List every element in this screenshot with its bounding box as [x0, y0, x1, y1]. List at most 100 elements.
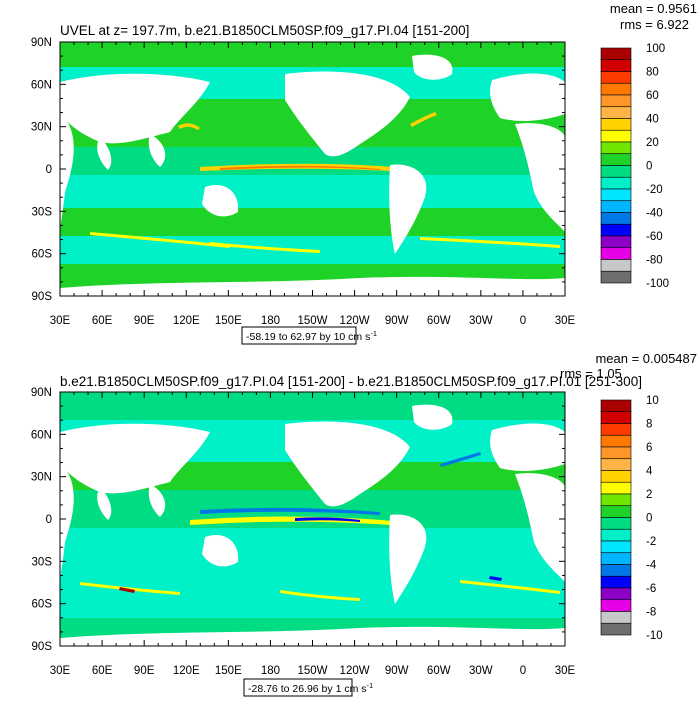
- x-tick-label: 60W: [427, 665, 451, 677]
- colorbar-box: [600, 153, 632, 166]
- x-tick-label: 150W: [297, 315, 327, 327]
- acc-jet-1: [90, 232, 230, 248]
- colorbar-box: [600, 129, 632, 143]
- colorbar-label: 100: [646, 43, 665, 55]
- colorbar-box: [600, 434, 632, 448]
- panel-1-title: UVEL at z= 197.7m, b.e21.B1850CLM50SP.f0…: [60, 23, 469, 38]
- x-tick-label: 30W: [469, 665, 493, 677]
- colorbar-label: -8: [646, 607, 656, 619]
- kuroshio: [178, 123, 200, 130]
- colorbar-label: -40: [646, 208, 663, 220]
- panel-1-range-exponent: -1: [370, 329, 377, 338]
- colorbar-label: 20: [646, 137, 659, 149]
- x-tick-label: 120E: [173, 315, 200, 327]
- colorbar-box: [600, 270, 632, 284]
- panel-2-range-box: -28.76 to 26.96 by 1 cm s-1: [243, 678, 373, 697]
- diff-acc-band: [60, 588, 565, 618]
- y-tick-label: 60S: [32, 249, 53, 261]
- colorbar-label: 40: [646, 114, 659, 126]
- panel-1-y-ticks: 90N 60N 30N 0 30S 60S 90S: [31, 37, 565, 303]
- land-africa-east: [515, 123, 565, 232]
- colorbar-box: [600, 399, 632, 413]
- diff-land-south-america: [389, 514, 427, 604]
- x-tick-label: 90E: [134, 315, 155, 327]
- trade-band: [60, 175, 565, 208]
- panel-2-range-frame: [243, 678, 353, 697]
- colorbar-box: [600, 493, 632, 507]
- colorbar-box: [600, 235, 632, 249]
- panel-1-mean: mean = 0.9561: [610, 1, 697, 16]
- colorbar-box: [600, 470, 632, 483]
- colorbar-box: [600, 517, 632, 530]
- y-tick-label: 90S: [32, 641, 53, 653]
- diff-trade-band: [60, 528, 565, 588]
- panel-1-range-label: -58.19 to 62.97 by 10 cm s-1: [246, 329, 377, 343]
- land-south-america: [389, 164, 427, 254]
- colorbar-box: [600, 47, 632, 61]
- colorbar-label: 0: [646, 161, 652, 173]
- colorbar-box: [600, 446, 632, 460]
- acc-jet-3: [420, 237, 560, 248]
- diff-equator-core: [295, 517, 360, 522]
- x-tick-label: 30E: [50, 665, 71, 677]
- colorbar-box: [600, 528, 632, 542]
- panel-1-range-text: -58.19 to 62.97 by 10 cm s: [246, 331, 370, 343]
- x-tick-label: 30E: [555, 315, 576, 327]
- panel-2-range-exponent: -1: [366, 681, 373, 690]
- colorbar-box: [600, 176, 632, 190]
- panel-2-range-label: -28.76 to 26.96 by 1 cm s-1: [248, 681, 373, 695]
- y-tick-label: 0: [46, 164, 52, 176]
- colorbar-box: [600, 552, 632, 565]
- y-tick-label: 0: [46, 514, 52, 526]
- x-tick-label: 0: [520, 315, 526, 327]
- land-eurasia: [60, 73, 210, 144]
- diff-land-seasia: [148, 484, 166, 517]
- land-australia: [202, 184, 239, 217]
- colorbar-label: 10: [646, 395, 659, 407]
- panel-2-x-ticks: 30E 60E 90E 120E 150E 180 150W 120W 90W 60W 30W 0 30…: [50, 392, 576, 677]
- land-africa: [60, 112, 74, 232]
- colorbar-label: -100: [646, 278, 669, 290]
- colorbar-box: [600, 141, 632, 155]
- diff-acc-2: [280, 590, 360, 601]
- colorbar-box: [600, 71, 632, 84]
- panel-2: b.e21.B1850CLM50SP.f09_g17.PI.04 [151-20…: [31, 351, 697, 697]
- colorbar-box: [600, 611, 632, 624]
- panel-2-range-text: -28.76 to 26.96 by 1 cm s: [248, 683, 366, 695]
- panel-2-rms: rms = 1.05: [560, 366, 622, 381]
- x-tick-label: 150W: [297, 665, 327, 677]
- subtropic-band: [60, 147, 565, 165]
- y-tick-label: 30S: [32, 206, 53, 218]
- x-tick-label: 120W: [340, 665, 370, 677]
- diff-gulf-stream: [440, 452, 481, 467]
- colorbar-box: [600, 223, 632, 237]
- panel-1-range-box: -58.19 to 62.97 by 10 cm s-1: [241, 326, 377, 345]
- y-tick-label: 60N: [31, 79, 52, 91]
- diff-land-greenland: [412, 404, 453, 430]
- diff-land-north-america: [285, 421, 410, 507]
- panel-1-x-ticks: 30E 60E 90E 120E 150E 180 150W 120W 90W 60W 30W 0 30…: [50, 42, 576, 327]
- colorbar-label: -4: [646, 560, 657, 572]
- diff-land-eurasia: [60, 423, 210, 494]
- land-india: [97, 137, 112, 170]
- x-tick-label: 30W: [469, 315, 493, 327]
- x-tick-label: 90E: [134, 665, 155, 677]
- equatorial-jet-core: [220, 165, 380, 170]
- colorbar-box: [600, 411, 632, 424]
- x-tick-label: 60W: [427, 315, 451, 327]
- x-tick-label: 150E: [215, 315, 242, 327]
- colorbar-box: [600, 564, 632, 577]
- south-band: [60, 208, 565, 236]
- x-tick-label: 60E: [92, 665, 113, 677]
- diff-equator-neg: [200, 507, 380, 515]
- panel-1-range-frame: [241, 326, 357, 345]
- x-tick-label: 120W: [340, 315, 370, 327]
- equatorial-jet: [200, 163, 405, 172]
- diff-land-europe: [490, 423, 565, 471]
- colorbar-box: [600, 458, 632, 471]
- panel-1-rms: rms = 6.922: [620, 17, 689, 32]
- colorbar-box: [600, 118, 632, 131]
- diff-acc-1: [80, 582, 180, 595]
- colorbar-box: [600, 200, 632, 213]
